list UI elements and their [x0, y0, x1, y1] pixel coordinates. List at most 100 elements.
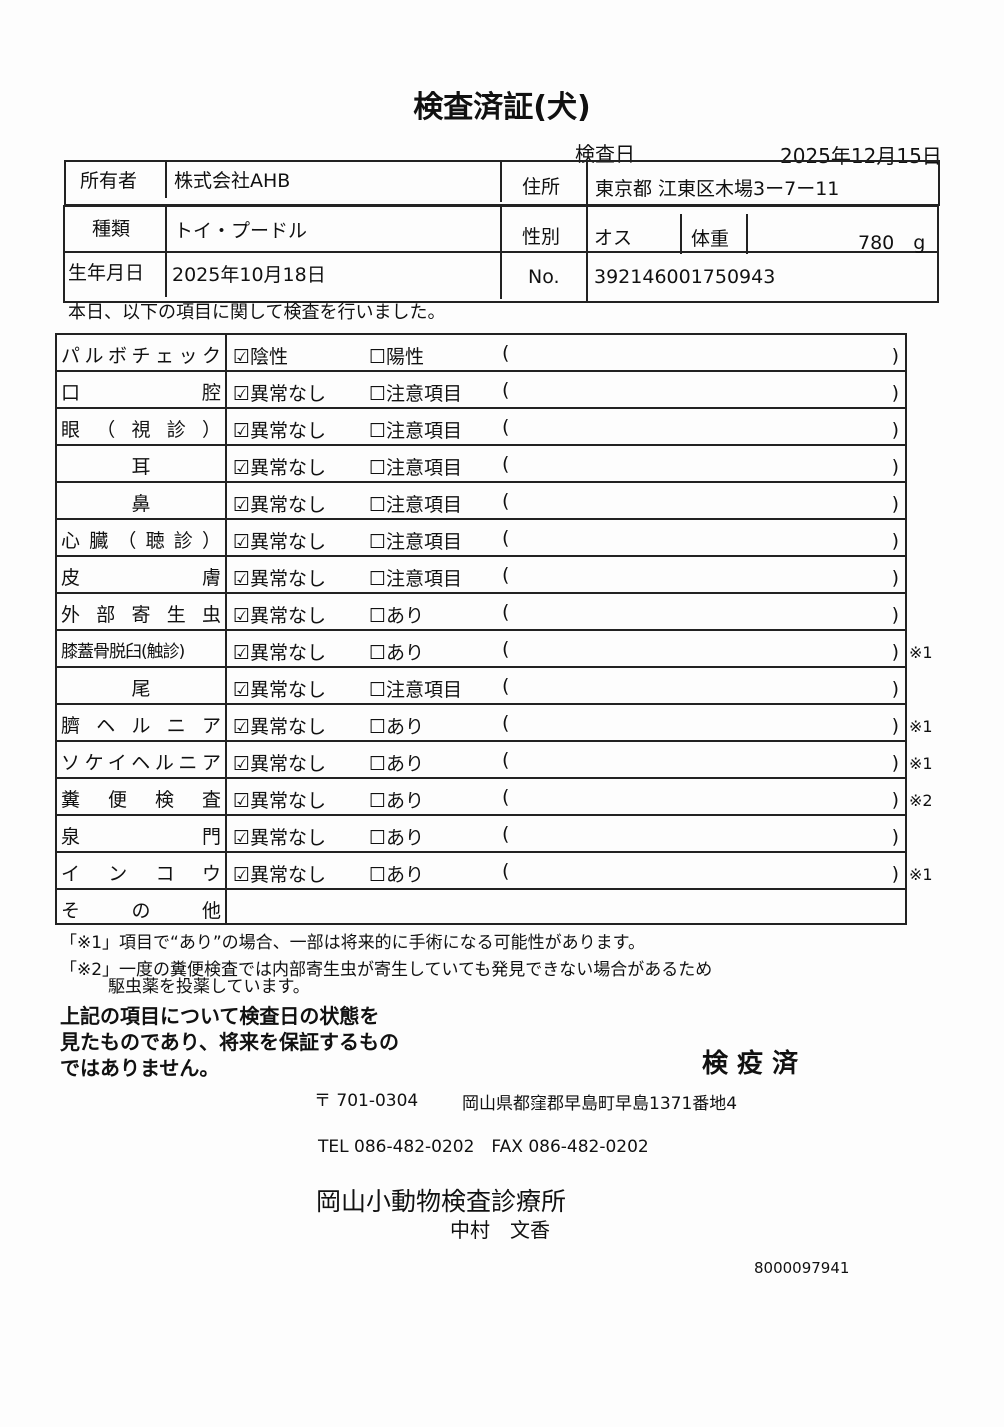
note-close-paren: ) — [891, 863, 899, 885]
note-close-paren: ) — [891, 567, 899, 589]
breed-label: 種類 — [92, 218, 131, 240]
item-label: 耳 — [131, 456, 151, 478]
abnormal-checkbox[interactable]: ☐あり — [369, 753, 425, 775]
abnormal-checkbox[interactable]: ☐陽性 — [369, 346, 425, 368]
birth-value: 2025年10月18日 — [172, 264, 326, 286]
note-close-paren: ) — [891, 789, 899, 811]
item-label: 鼻 — [131, 493, 151, 515]
item-label: 膝蓋骨脱臼(触診) — [61, 642, 185, 662]
owner-label: 所有者 — [80, 170, 138, 192]
tel-fax: TEL 086-482-0202 FAX 086-482-0202 — [318, 1137, 649, 1157]
divider — [225, 668, 227, 703]
divider — [225, 890, 227, 923]
item-label: 眼（視診） — [61, 419, 221, 441]
normal-checkbox[interactable]: ☑異常なし — [233, 642, 327, 664]
table-row: 皮膚 ☑異常なし ☐注意項目 () — [55, 555, 907, 592]
birth-label: 生年月日 — [68, 262, 145, 284]
abnormal-checkbox[interactable]: ☐あり — [369, 605, 425, 627]
clinic-address: 岡山県都窪郡早島町早島1371番地4 — [462, 1094, 738, 1114]
abnormal-checkbox[interactable]: ☐あり — [369, 827, 425, 849]
table-row: パルボチェック ☑陰性 ☐陽性 () — [55, 333, 907, 370]
table-row: その他 — [55, 888, 907, 925]
note-open-paren: ( — [502, 564, 510, 586]
normal-checkbox[interactable]: ☑異常なし — [233, 864, 327, 886]
table-row: 眼（視診） ☑異常なし ☐注意項目 () — [55, 407, 907, 444]
table-row: 心臓（聴診） ☑異常なし ☐注意項目 () — [55, 518, 907, 555]
note-1: 「※1」項目で“あり”の場合、一部は将来的に手術になる可能性があります。 — [60, 933, 645, 953]
divider — [225, 372, 227, 407]
table-row: 臍ヘルニア ☑異常なし ☐あり () ※1 — [55, 703, 933, 740]
normal-checkbox[interactable]: ☑異常なし — [233, 383, 327, 405]
note-open-paren: ( — [502, 860, 510, 882]
note-close-paren: ) — [891, 715, 899, 737]
abnormal-checkbox[interactable]: ☐あり — [369, 716, 425, 738]
footnote-mark: ※1 — [909, 754, 933, 773]
no-label: No. — [528, 266, 560, 288]
note-open-paren: ( — [502, 490, 510, 512]
abnormal-checkbox[interactable]: ☐注意項目 — [369, 383, 463, 405]
sex-label: 性別 — [522, 226, 561, 248]
normal-checkbox[interactable]: ☑異常なし — [233, 679, 327, 701]
item-label: ソケイヘルニア — [61, 752, 221, 774]
note-2-cont: 駆虫薬を投薬しています。 — [108, 977, 310, 997]
note-open-paren: ( — [502, 527, 510, 549]
item-label: 臍ヘルニア — [61, 715, 221, 737]
table-row: ソケイヘルニア ☑異常なし ☐あり () ※1 — [55, 740, 933, 777]
pet-box — [63, 205, 939, 303]
item-label: 糞便検査 — [61, 789, 221, 811]
vet-name: 中村 文香 — [450, 1218, 550, 1242]
table-row: 鼻 ☑異常なし ☐注意項目 () — [55, 481, 907, 518]
divider — [225, 409, 227, 444]
normal-checkbox[interactable]: ☑異常なし — [233, 790, 327, 812]
abnormal-checkbox[interactable]: ☐注意項目 — [369, 568, 463, 590]
abnormal-checkbox[interactable]: ☐あり — [369, 864, 425, 886]
normal-checkbox[interactable]: ☑異常なし — [233, 753, 327, 775]
inspection-date: 2025年12月15日 — [780, 144, 942, 168]
note-close-paren: ) — [891, 752, 899, 774]
abnormal-checkbox[interactable]: ☐注意項目 — [369, 679, 463, 701]
normal-checkbox[interactable]: ☑異常なし — [233, 420, 327, 442]
abnormal-checkbox[interactable]: ☐注意項目 — [369, 420, 463, 442]
address-value: 東京都 江東区木場3ー7ー11 — [595, 178, 840, 200]
item-label: その他 — [61, 900, 221, 922]
note-open-paren: ( — [502, 453, 510, 475]
note-open-paren: ( — [502, 342, 510, 364]
item-label: 心臓（聴診） — [61, 530, 221, 552]
note-open-paren: ( — [502, 823, 510, 845]
normal-checkbox[interactable]: ☑異常なし — [233, 494, 327, 516]
divider — [165, 207, 167, 297]
divider — [225, 631, 227, 666]
intro-text: 本日、以下の項目に関して検査を行いました。 — [68, 302, 446, 323]
weight-label: 体重 — [691, 228, 730, 250]
abnormal-checkbox[interactable]: ☐あり — [369, 790, 425, 812]
note-open-paren: ( — [502, 601, 510, 623]
note-open-paren: ( — [502, 712, 510, 734]
sex-value: オス — [594, 227, 633, 249]
disclaimer-line: 見たものであり、将来を保証するもの — [60, 1030, 399, 1054]
abnormal-checkbox[interactable]: ☐注意項目 — [369, 457, 463, 479]
abnormal-checkbox[interactable]: ☐注意項目 — [369, 531, 463, 553]
note-close-paren: ) — [891, 419, 899, 441]
normal-checkbox[interactable]: ☑異常なし — [233, 457, 327, 479]
inspection-date-label: 検査日 — [575, 142, 635, 166]
normal-checkbox[interactable]: ☑陰性 — [233, 346, 289, 368]
divider — [746, 214, 748, 254]
item-label: 皮膚 — [61, 567, 221, 589]
item-label: 外部寄生虫 — [61, 604, 221, 626]
note-close-paren: ) — [891, 826, 899, 848]
footnote-mark: ※1 — [909, 643, 933, 662]
divider — [500, 162, 502, 202]
item-label: 口腔 — [61, 382, 221, 404]
normal-checkbox[interactable]: ☑異常なし — [233, 605, 327, 627]
normal-checkbox[interactable]: ☑異常なし — [233, 568, 327, 590]
abnormal-checkbox[interactable]: ☐あり — [369, 642, 425, 664]
normal-checkbox[interactable]: ☑異常なし — [233, 827, 327, 849]
abnormal-checkbox[interactable]: ☐注意項目 — [369, 494, 463, 516]
divider — [225, 335, 227, 370]
footnote-mark: ※2 — [909, 791, 933, 810]
normal-checkbox[interactable]: ☑異常なし — [233, 716, 327, 738]
note-open-paren: ( — [502, 749, 510, 771]
divider — [225, 557, 227, 592]
normal-checkbox[interactable]: ☑異常なし — [233, 531, 327, 553]
